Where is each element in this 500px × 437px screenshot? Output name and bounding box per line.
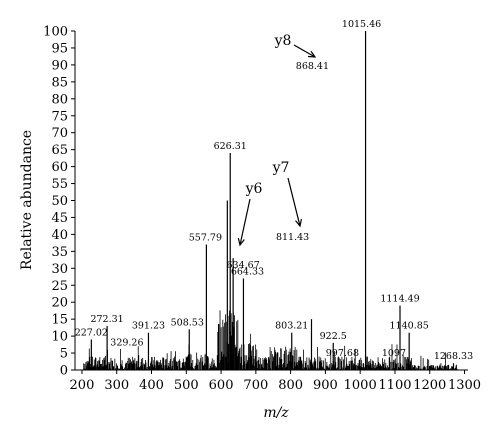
y-tick-label: 45: [51, 211, 68, 226]
peak-labels: 227.02 272.31 329.26 391.23 508.53 557.79 626.…: [75, 19, 473, 362]
y-tick-label: 50: [51, 194, 68, 209]
y-tick-label: 100: [43, 25, 68, 40]
y-tick-label: 35: [51, 245, 68, 260]
x-tick-label: 200: [70, 378, 95, 393]
x-tick-label: 1200: [413, 378, 446, 393]
y-tick-label: 55: [51, 177, 68, 192]
peak-label: 508.53: [171, 317, 204, 328]
ion-label: y6: [245, 181, 263, 197]
peak-label: 634.67: [227, 260, 260, 271]
peak-label: 626.31: [214, 141, 247, 152]
ion-arrow-head: [295, 219, 303, 228]
peak-label: 868.41: [296, 61, 329, 72]
x-axis-title: m/z: [263, 405, 289, 421]
major-peaks: [90, 31, 455, 370]
peak-label: 557.79: [189, 233, 222, 244]
ion-label: y7: [272, 160, 290, 176]
ion-arrow-line: [239, 198, 251, 246]
peak-label: 1015.46: [342, 19, 381, 30]
peak-label: 664.33: [231, 266, 264, 277]
y-tick-label: 15: [51, 313, 68, 328]
y-tick-label: 20: [51, 296, 68, 311]
y-tick-label: 65: [51, 143, 68, 158]
plot-area: 200 300 400 500 600 700 800 900 1000 1100 1200 1300…: [43, 19, 481, 393]
ion-label: y8: [274, 33, 292, 49]
peak-label: 1268.33: [434, 351, 473, 362]
y-tick-label: 10: [51, 330, 68, 345]
x-tick-label: 1000: [344, 378, 377, 393]
x-tick-label: 700: [243, 378, 268, 393]
y-tick-label: 60: [51, 160, 68, 175]
x-tick-label: 1100: [378, 378, 411, 393]
y-tick-label: 30: [51, 262, 68, 277]
peak-label: 272.31: [90, 314, 123, 325]
y-ticks: 0 5 10 15 20 25 30 35 40 45 50 55 60 65 70 75 80 85 90 9510…: [43, 25, 75, 379]
peak-label: 811.43: [276, 232, 309, 243]
x-tick-label: 600: [209, 378, 234, 393]
y-tick-label: 90: [51, 58, 68, 73]
y-tick-label: 5: [60, 347, 68, 362]
peak-label: 391.23: [132, 321, 165, 332]
peak-label: 1140.85: [390, 321, 429, 332]
x-tick-label: 300: [104, 378, 129, 393]
y-tick-label: 0: [60, 364, 68, 379]
peak-label: 803.21: [275, 321, 308, 332]
x-tick-label: 900: [313, 378, 338, 393]
y-tick-label: 80: [51, 92, 68, 107]
x-tick-label: 500: [174, 378, 199, 393]
peak-label: 227.02: [75, 327, 108, 338]
peak-label: 997.68: [326, 348, 359, 359]
y-tick-label: 70: [51, 126, 68, 141]
y-tick-label: 75: [51, 109, 68, 124]
y-tick-label: 25: [51, 279, 68, 294]
ion-arrow-head: [307, 50, 317, 58]
y-axis-title: Relative abundance: [19, 130, 35, 270]
x-tick-label: 800: [278, 378, 303, 393]
peak-label: 922.5: [320, 331, 347, 342]
ion-arrow-head: [237, 238, 245, 247]
y-tick-label: 40: [51, 228, 68, 243]
x-ticks: 200 300 400 500 600 700 800 900 1000 1100 1200 1300: [70, 370, 481, 393]
x-tick-label: 1300: [448, 378, 481, 393]
peak-label: 1097: [382, 348, 406, 359]
ion-arrow-line: [287, 177, 301, 227]
peak-label: 329.26: [110, 338, 143, 349]
y-tick-label: 85: [51, 75, 68, 90]
x-tick-label: 400: [139, 378, 164, 393]
ion-annotations: y8 y7 y6: [237, 33, 317, 247]
ion-arrow-line: [293, 44, 316, 58]
y-tick-label: 95: [51, 41, 68, 56]
noise-peaks: [83, 310, 458, 370]
peak-label: 1114.49: [380, 294, 419, 305]
